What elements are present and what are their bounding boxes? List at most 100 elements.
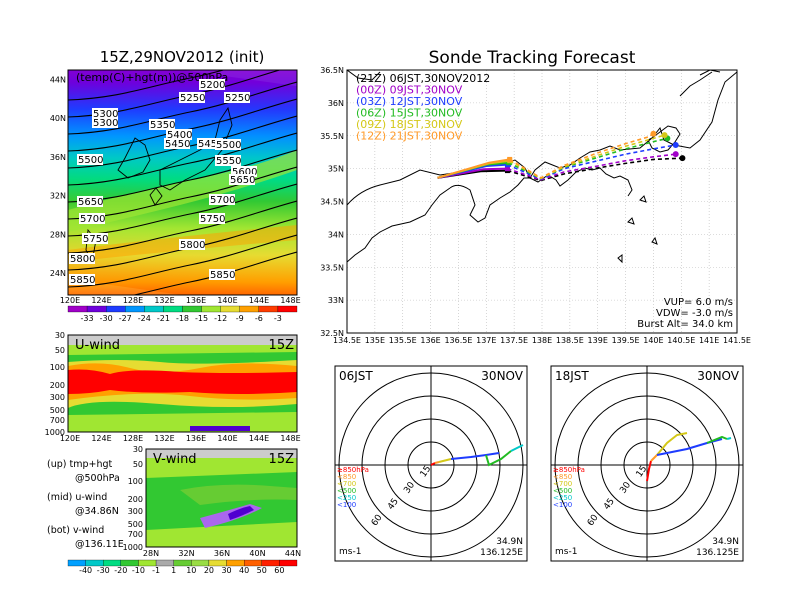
colorbar-label: -9 xyxy=(236,314,244,323)
x-tick-label: 137E xyxy=(476,336,496,345)
note-up2: @500hPa xyxy=(75,473,120,484)
hodograph-legend: <100 xyxy=(337,501,356,509)
x-tick-label: 120E xyxy=(60,434,80,443)
x-tick-label: 140E xyxy=(217,434,237,443)
x-tick-label: 148E xyxy=(280,296,300,305)
contour-label-bg xyxy=(149,119,175,130)
contour-label: 5800 xyxy=(70,254,95,265)
track-legend-entry: (21Z) 06JST,30NOV2012 xyxy=(356,72,490,85)
contour-label-bg xyxy=(179,239,205,250)
location-lat: 34.9N xyxy=(712,537,739,547)
hodograph-title: 06JST xyxy=(339,369,373,383)
y-tick-label: 200 xyxy=(50,381,65,390)
x-tick-label: 120E xyxy=(60,296,80,305)
temp-colorbar: -33 -30 -27 -24 -21 -18 -15 -12 -9 -6 -3 xyxy=(67,305,298,323)
y-tick-label: 40N xyxy=(50,114,66,123)
x-tick-label: 32N xyxy=(178,549,194,558)
v-x-ticks: 28N 32N 36N 40N 44N xyxy=(143,549,301,558)
x-tick-label: 140E xyxy=(217,296,237,305)
height-contour xyxy=(68,149,297,203)
location-lon: 136.125E xyxy=(480,548,523,558)
location-lon: 136.125E xyxy=(696,548,739,558)
contour-label: 5450 xyxy=(198,139,223,150)
colorbar-swatch xyxy=(86,305,107,313)
track-ascent xyxy=(437,158,510,179)
x-tick-label: 141E xyxy=(699,336,719,345)
height-contour xyxy=(68,200,297,254)
y-tick-label: 35.5N xyxy=(320,132,344,141)
colorbar-label: -12 xyxy=(214,314,227,323)
x-tick-label: 141.5E xyxy=(723,336,751,345)
hodograph-trace xyxy=(510,444,524,452)
x-tick-label: 124E xyxy=(91,434,111,443)
y-tick-label: 34N xyxy=(328,230,344,239)
map-x-ticks: 134.5E 135E 135.5E 136E 136.5E 137E 137.5E 138E… xyxy=(333,336,751,345)
note-mid2: @34.86N xyxy=(75,506,119,517)
colorbar-swatch xyxy=(239,305,259,313)
colorbar-label: 30 xyxy=(221,566,231,575)
x-tick-label: 40N xyxy=(249,549,265,558)
hodograph-legend: <500 xyxy=(337,487,356,495)
param-burst: Burst Alt= 34.0 km xyxy=(637,319,733,330)
height-contour xyxy=(68,70,226,101)
y-tick-label: 500 xyxy=(128,520,143,529)
colorbar-label: -21 xyxy=(157,314,170,323)
x-tick-label: 132E xyxy=(154,296,174,305)
hodograph-legend: <850 xyxy=(553,473,572,481)
contour-label: 5350 xyxy=(150,120,175,131)
contour-label-bg xyxy=(77,196,103,207)
x-tick-label: 136E xyxy=(186,434,206,443)
contour-label-bg xyxy=(69,274,95,285)
colorbar-label: 60 xyxy=(274,566,284,575)
v-wind-label: V-wind xyxy=(153,452,197,467)
contour-label-bg xyxy=(215,155,241,166)
colorbar-label: -6 xyxy=(255,314,263,323)
colorbar-label: 20 xyxy=(204,566,214,575)
hodograph-trace xyxy=(726,437,732,440)
param-vup: VUP= 6.0 m/s xyxy=(664,297,733,308)
contour-label: 5750 xyxy=(200,214,225,225)
x-tick-label: 140.5E xyxy=(667,336,695,345)
colorbar-label: -27 xyxy=(119,314,132,323)
y-tick-label: 1000 xyxy=(45,428,65,437)
y-tick-label: 1000 xyxy=(123,543,143,552)
height-contour xyxy=(132,251,297,295)
landing-marker xyxy=(672,151,679,158)
track-legend: (21Z) 06JST,30NOV2012(00Z) 09JST,30NOV(0… xyxy=(356,72,490,143)
y-tick-label: 44N xyxy=(50,76,66,85)
x-tick-label: 138.5E xyxy=(556,336,584,345)
contour-label-bg xyxy=(229,174,255,185)
colorbar-swatch xyxy=(144,305,164,313)
colorbar-swatch xyxy=(279,559,298,567)
contour-label: 5450 xyxy=(165,139,190,150)
track-legend-entry: (12Z) 21JST,30NOV xyxy=(356,130,463,143)
contour-label: 5400 xyxy=(167,130,192,141)
x-tick-label: 137.5E xyxy=(500,336,528,345)
burst-marker xyxy=(507,156,513,162)
height-contour xyxy=(68,81,297,135)
y-tick-label: 300 xyxy=(50,393,65,402)
y-tick-label: 700 xyxy=(50,416,65,425)
contour-label-bg xyxy=(224,92,250,103)
contour-label: 5650 xyxy=(78,197,103,208)
y-tick-label: 24N xyxy=(50,269,66,278)
y-tick-label: 33.5N xyxy=(320,263,344,272)
colorbar-label: -15 xyxy=(195,314,208,323)
y-tick-label: 200 xyxy=(128,495,143,504)
burst-marker xyxy=(504,166,510,172)
track-legend-entry: (06Z) 15JST,30NOV xyxy=(356,107,463,120)
colorbar-label: 40 xyxy=(239,566,249,575)
v-wind-time: 15Z xyxy=(269,452,295,467)
contour-label: 5250 xyxy=(225,93,250,104)
hodograph-trace xyxy=(706,435,728,444)
contour-label-bg xyxy=(166,129,192,140)
contour-label-bg xyxy=(77,154,103,165)
param-vdw: VDW= -3.0 m/s xyxy=(656,308,733,319)
contour-label-bg xyxy=(231,166,257,177)
hodograph-trace xyxy=(438,458,452,463)
hodograph-title: 18JST xyxy=(555,369,589,383)
colorbar-label: -18 xyxy=(176,314,189,323)
